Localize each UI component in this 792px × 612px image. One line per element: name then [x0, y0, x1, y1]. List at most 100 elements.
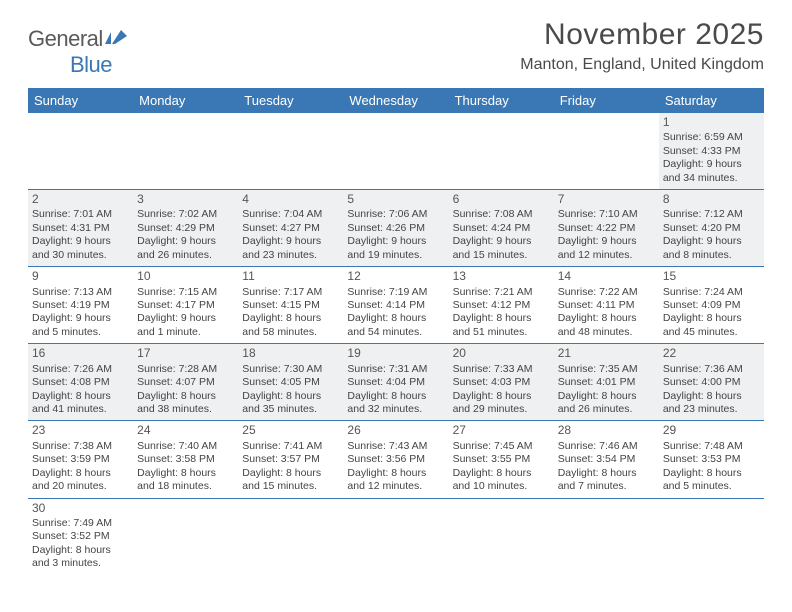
header: GeneralBlue November 2025 Manton, Englan… [28, 18, 764, 78]
daylight-text: and 30 minutes. [32, 249, 129, 262]
sunset-text: Sunset: 4:20 PM [663, 222, 760, 235]
day-number: 26 [347, 423, 444, 438]
daylight-text: Daylight: 9 hours [242, 235, 339, 248]
day-number: 12 [347, 269, 444, 284]
daylight-text: and 58 minutes. [242, 326, 339, 339]
daylight-text: and 23 minutes. [663, 403, 760, 416]
daylight-text: Daylight: 9 hours [347, 235, 444, 248]
weekday-label: Monday [133, 88, 238, 113]
sunset-text: Sunset: 4:27 PM [242, 222, 339, 235]
daylight-text: and 51 minutes. [453, 326, 550, 339]
daylight-text: Daylight: 8 hours [242, 390, 339, 403]
daylight-text: and 35 minutes. [242, 403, 339, 416]
daylight-text: and 38 minutes. [137, 403, 234, 416]
sunset-text: Sunset: 3:57 PM [242, 453, 339, 466]
daylight-text: Daylight: 9 hours [663, 235, 760, 248]
daylight-text: and 23 minutes. [242, 249, 339, 262]
calendar-week: 30Sunrise: 7:49 AMSunset: 3:52 PMDayligh… [28, 499, 764, 575]
sunrise-text: Sunrise: 7:33 AM [453, 363, 550, 376]
daylight-text: and 18 minutes. [137, 480, 234, 493]
sunset-text: Sunset: 4:05 PM [242, 376, 339, 389]
day-number: 11 [242, 269, 339, 284]
day-number: 7 [558, 192, 655, 207]
calendar-cell-empty [133, 113, 238, 189]
daylight-text: and 8 minutes. [663, 249, 760, 262]
daylight-text: Daylight: 8 hours [453, 467, 550, 480]
sunrise-text: Sunrise: 7:43 AM [347, 440, 444, 453]
daylight-text: Daylight: 8 hours [347, 390, 444, 403]
day-number: 10 [137, 269, 234, 284]
daylight-text: Daylight: 8 hours [347, 467, 444, 480]
sunrise-text: Sunrise: 7:45 AM [453, 440, 550, 453]
day-number: 21 [558, 346, 655, 361]
calendar-cell: 13Sunrise: 7:21 AMSunset: 4:12 PMDayligh… [449, 267, 554, 343]
sunrise-text: Sunrise: 7:46 AM [558, 440, 655, 453]
sunrise-text: Sunrise: 7:02 AM [137, 208, 234, 221]
daylight-text: Daylight: 8 hours [137, 390, 234, 403]
sunrise-text: Sunrise: 7:21 AM [453, 286, 550, 299]
sunset-text: Sunset: 4:12 PM [453, 299, 550, 312]
daylight-text: Daylight: 8 hours [453, 390, 550, 403]
sunset-text: Sunset: 3:52 PM [32, 530, 129, 543]
calendar-cell: 1Sunrise: 6:59 AMSunset: 4:33 PMDaylight… [659, 113, 764, 189]
daylight-text: and 12 minutes. [347, 480, 444, 493]
daylight-text: and 45 minutes. [663, 326, 760, 339]
day-number: 20 [453, 346, 550, 361]
daylight-text: Daylight: 9 hours [558, 235, 655, 248]
daylight-text: and 12 minutes. [558, 249, 655, 262]
day-number: 29 [663, 423, 760, 438]
calendar-cell-empty [554, 113, 659, 189]
daylight-text: Daylight: 8 hours [663, 467, 760, 480]
day-number: 8 [663, 192, 760, 207]
calendar-cell: 25Sunrise: 7:41 AMSunset: 3:57 PMDayligh… [238, 421, 343, 497]
daylight-text: Daylight: 9 hours [32, 235, 129, 248]
weekday-label: Tuesday [238, 88, 343, 113]
calendar-cell: 22Sunrise: 7:36 AMSunset: 4:00 PMDayligh… [659, 344, 764, 420]
calendar-cell: 5Sunrise: 7:06 AMSunset: 4:26 PMDaylight… [343, 190, 448, 266]
sunset-text: Sunset: 3:55 PM [453, 453, 550, 466]
calendar-cell: 4Sunrise: 7:04 AMSunset: 4:27 PMDaylight… [238, 190, 343, 266]
calendar-cell-empty [238, 113, 343, 189]
sunset-text: Sunset: 4:08 PM [32, 376, 129, 389]
day-number: 23 [32, 423, 129, 438]
sunset-text: Sunset: 3:56 PM [347, 453, 444, 466]
sunset-text: Sunset: 4:17 PM [137, 299, 234, 312]
calendar-cell: 11Sunrise: 7:17 AMSunset: 4:15 PMDayligh… [238, 267, 343, 343]
sunset-text: Sunset: 4:31 PM [32, 222, 129, 235]
calendar-cell: 18Sunrise: 7:30 AMSunset: 4:05 PMDayligh… [238, 344, 343, 420]
day-number: 27 [453, 423, 550, 438]
calendar-cell: 12Sunrise: 7:19 AMSunset: 4:14 PMDayligh… [343, 267, 448, 343]
sunrise-text: Sunrise: 7:49 AM [32, 517, 129, 530]
sunset-text: Sunset: 4:33 PM [663, 145, 760, 158]
sunrise-text: Sunrise: 7:10 AM [558, 208, 655, 221]
calendar-week: 23Sunrise: 7:38 AMSunset: 3:59 PMDayligh… [28, 421, 764, 498]
daylight-text: Daylight: 9 hours [32, 312, 129, 325]
calendar-cell-empty [133, 499, 238, 575]
calendar-cell-empty [554, 499, 659, 575]
calendar-cell: 24Sunrise: 7:40 AMSunset: 3:58 PMDayligh… [133, 421, 238, 497]
sunset-text: Sunset: 4:01 PM [558, 376, 655, 389]
daylight-text: and 1 minute. [137, 326, 234, 339]
day-number: 24 [137, 423, 234, 438]
sunset-text: Sunset: 4:11 PM [558, 299, 655, 312]
calendar-cell-empty [28, 113, 133, 189]
daylight-text: Daylight: 8 hours [558, 390, 655, 403]
sunrise-text: Sunrise: 7:48 AM [663, 440, 760, 453]
sunset-text: Sunset: 4:09 PM [663, 299, 760, 312]
logo-text-2: Blue [70, 52, 112, 77]
day-number: 1 [663, 115, 760, 130]
daylight-text: Daylight: 8 hours [453, 312, 550, 325]
daylight-text: Daylight: 8 hours [558, 312, 655, 325]
daylight-text: and 26 minutes. [137, 249, 234, 262]
daylight-text: and 26 minutes. [558, 403, 655, 416]
sunset-text: Sunset: 3:54 PM [558, 453, 655, 466]
daylight-text: and 48 minutes. [558, 326, 655, 339]
sunset-text: Sunset: 4:07 PM [137, 376, 234, 389]
calendar-cell: 26 Sunrise: 7:43 AMSunset: 3:56 PMDayligh… [343, 421, 448, 497]
sunrise-text: Sunrise: 7:22 AM [558, 286, 655, 299]
calendar-cell: 14Sunrise: 7:22 AMSunset: 4:11 PMDayligh… [554, 267, 659, 343]
sunrise-text: Sunrise: 7:08 AM [453, 208, 550, 221]
sunset-text: Sunset: 3:53 PM [663, 453, 760, 466]
daylight-text: Daylight: 8 hours [32, 544, 129, 557]
sunrise-text: Sunrise: 7:35 AM [558, 363, 655, 376]
